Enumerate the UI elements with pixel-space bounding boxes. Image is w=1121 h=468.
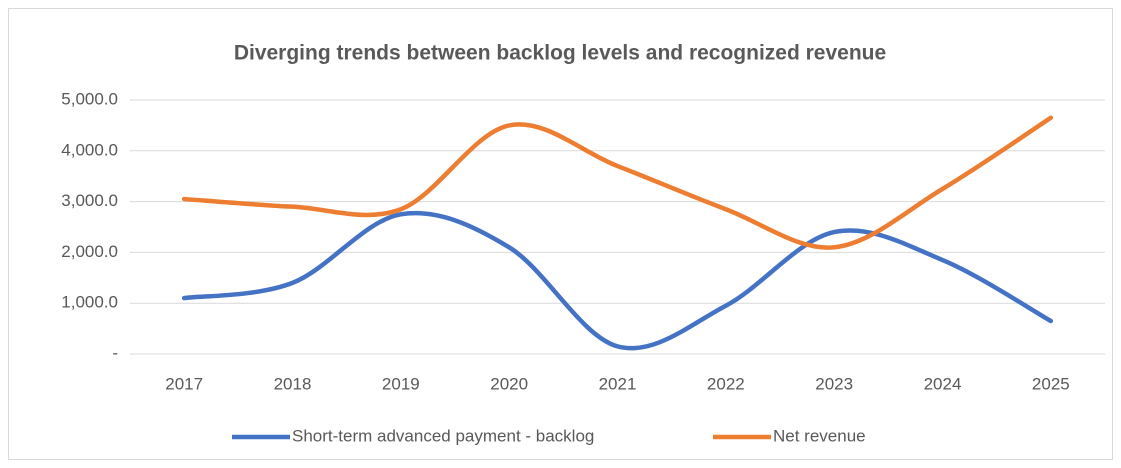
y-tick-label: 5,000.0	[61, 89, 118, 108]
x-tick-label: 2023	[815, 374, 853, 393]
legend-label: Short-term advanced payment - backlog	[292, 426, 594, 445]
x-tick-label: 2017	[165, 374, 203, 393]
x-tick-label: 2021	[599, 374, 637, 393]
series-line	[181, 210, 1054, 351]
legend-label: Net revenue	[773, 426, 866, 445]
x-tick-label: 2022	[707, 374, 745, 393]
x-tick-label: 2020	[490, 374, 528, 393]
chart-title: Diverging trends between backlog levels …	[234, 42, 886, 65]
series-line	[181, 115, 1054, 250]
y-tick-label: 4,000.0	[61, 140, 118, 159]
x-tick-label: 2019	[382, 374, 420, 393]
y-tick-label: 3,000.0	[61, 191, 118, 210]
x-tick-label: 2018	[274, 374, 312, 393]
y-tick-label: 2,000.0	[61, 242, 118, 261]
y-tick-label: -	[112, 343, 118, 362]
x-tick-label: 2024	[924, 374, 962, 393]
y-tick-label: 1,000.0	[61, 293, 118, 312]
x-tick-label: 2025	[1032, 374, 1070, 393]
chart-border	[8, 8, 1113, 460]
